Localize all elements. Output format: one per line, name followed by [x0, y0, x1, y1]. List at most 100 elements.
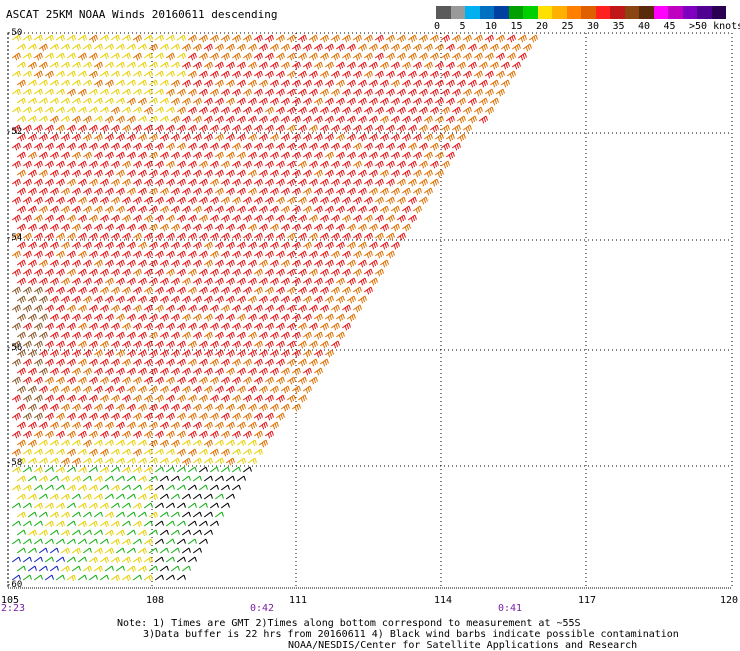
- wind-barb: [39, 386, 47, 393]
- wind-barb: [342, 161, 350, 168]
- wind-barb: [94, 422, 102, 429]
- wind-barb: [210, 449, 218, 456]
- wind-barb: [226, 404, 234, 411]
- wind-barb: [72, 188, 80, 195]
- wind-barb: [160, 188, 168, 195]
- wind-barb: [342, 251, 350, 258]
- wind-barb: [133, 125, 141, 132]
- wind-barb: [127, 44, 135, 50]
- wind-barb: [303, 80, 311, 87]
- wind-barb: [89, 251, 97, 258]
- wind-barb: [424, 80, 432, 87]
- wind-barb: [50, 278, 58, 285]
- wind-barb: [78, 557, 86, 562]
- wind-barb: [276, 323, 284, 330]
- wind-barb: [199, 323, 207, 330]
- wind-barb: [210, 341, 218, 348]
- wind-barb: [34, 503, 42, 509]
- wind-barb: [276, 395, 284, 402]
- wind-barb: [61, 404, 69, 411]
- wind-barb: [254, 143, 262, 150]
- wind-barb: [149, 314, 157, 321]
- wind-barb: [474, 35, 482, 42]
- wind-barb: [105, 548, 113, 554]
- wind-barb: [424, 62, 432, 69]
- wind-barb: [215, 62, 223, 69]
- wind-barb: [111, 467, 119, 472]
- wind-barb: [270, 134, 278, 141]
- wind-barb: [199, 215, 207, 222]
- wind-barb: [56, 395, 64, 402]
- wind-barb: [237, 152, 245, 159]
- wind-barb: [39, 476, 47, 482]
- wind-barb: [23, 71, 31, 77]
- wind-barb: [457, 116, 465, 123]
- wind-barb: [149, 224, 157, 231]
- wind-barb: [45, 161, 53, 168]
- wind-barb: [67, 539, 75, 544]
- wind-barb: [17, 530, 25, 535]
- wind-barb: [347, 152, 355, 159]
- wind-barb: [160, 224, 168, 231]
- wind-barb: [105, 422, 113, 429]
- wind-barb: [254, 179, 262, 186]
- wind-barb: [331, 341, 339, 348]
- wind-barb: [155, 323, 163, 330]
- wind-barb: [287, 197, 295, 204]
- wind-barb: [50, 314, 58, 321]
- wind-barb: [182, 260, 190, 267]
- wind-barb: [12, 53, 20, 60]
- wind-barb: [133, 431, 141, 438]
- wind-barb: [171, 62, 179, 68]
- wind-barb: [12, 431, 20, 438]
- wind-barb: [155, 377, 163, 384]
- wind-barb: [144, 233, 152, 240]
- wind-barb: [336, 62, 344, 69]
- wind-barb: [298, 89, 306, 96]
- wind-barb: [309, 197, 317, 204]
- wind-barb: [380, 44, 388, 51]
- wind-barb: [309, 359, 317, 366]
- wind-barb: [155, 395, 163, 402]
- wind-barb: [314, 314, 322, 321]
- wind-barb: [160, 494, 168, 499]
- wind-barb: [61, 350, 69, 357]
- wind-barb: [226, 296, 234, 303]
- wind-barb: [221, 395, 229, 402]
- wind-barb: [67, 305, 75, 312]
- wind-barb: [155, 341, 163, 348]
- wind-barb: [237, 260, 245, 267]
- wind-barb: [303, 44, 311, 51]
- wind-barb: [226, 188, 234, 195]
- wind-barb: [512, 62, 520, 69]
- wind-barb: [100, 143, 108, 150]
- wind-barb: [287, 341, 295, 348]
- wind-barb: [331, 107, 339, 114]
- wind-barb: [298, 71, 306, 78]
- wind-barb: [78, 521, 86, 527]
- wind-barb: [34, 71, 42, 78]
- wind-barb: [188, 359, 196, 366]
- wind-barb: [144, 359, 152, 366]
- wind-barb: [479, 44, 487, 51]
- wind-barb: [61, 566, 69, 572]
- wind-barb: [72, 422, 80, 429]
- wind-barb: [105, 98, 113, 104]
- wind-barb: [353, 179, 361, 186]
- wind-barb: [364, 125, 372, 132]
- wind-barb: [89, 413, 97, 420]
- wind-barb: [347, 296, 355, 303]
- wind-barb: [226, 458, 234, 465]
- wind-barb: [149, 494, 157, 500]
- wind-barb: [28, 242, 36, 249]
- wind-barb: [287, 395, 295, 402]
- wind-barb: [188, 521, 196, 526]
- wind-barb: [127, 494, 135, 499]
- wind-barb: [193, 422, 201, 429]
- wind-barb: [78, 179, 86, 186]
- wind-barb: [127, 386, 135, 393]
- wind-barb: [67, 341, 75, 348]
- wind-barb: [320, 143, 328, 150]
- wind-barb: [281, 44, 289, 51]
- wind-barb: [83, 386, 91, 393]
